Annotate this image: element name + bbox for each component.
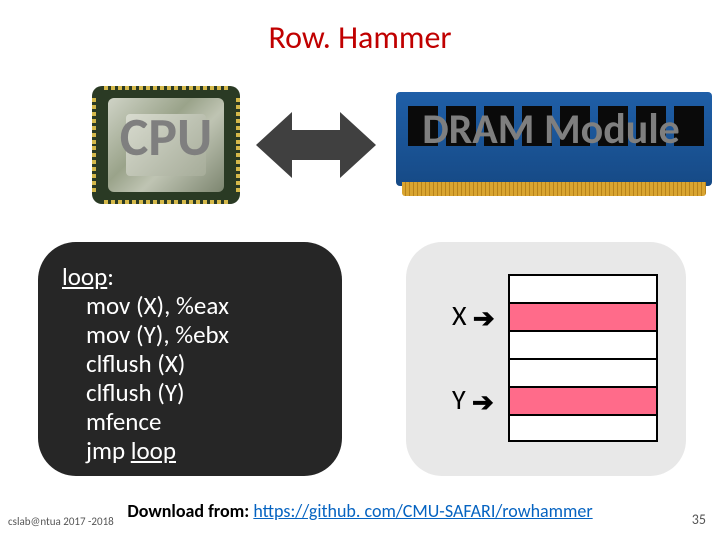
cpu-chip [92,86,240,204]
memory-label: Y ➔ [452,382,494,418]
code-line: mfence [62,407,318,436]
memory-row [508,330,658,358]
top-row: CPU DRAM Module [0,86,720,206]
memory-row [508,274,658,302]
footer-prefix: Download from: [127,500,253,522]
footer-link[interactable]: https://github. com/CMU-SAFARI/rowhammer [253,500,592,522]
memory-row [508,302,658,330]
dram-label: DRAM Module [396,104,706,155]
memory-rows [508,274,658,442]
memory-label: X ➔ [452,298,495,334]
code-line: loop: [62,262,318,291]
code-line: mov (X), %eax [62,291,318,320]
code-line: clflush (X) [62,349,318,378]
memory-panel: X ➔ Y ➔ [406,242,686,476]
slide-footnote-left: cslab@ntua 2017 -2018 [8,515,114,528]
dram-graphic: DRAM Module [396,92,712,202]
code-line: mov (Y), %ebx [62,320,318,349]
memory-row [508,358,658,386]
bidirectional-arrow [256,106,376,184]
slide-number: 35 [692,511,706,528]
memory-row [508,386,658,414]
code-line: jmp loop [62,436,318,465]
memory-row [508,414,658,442]
slide-title: Row. Hammer [0,0,720,57]
code-line: clflush (Y) [62,378,318,407]
code-panel: loop:mov (X), %eaxmov (Y), %ebxclflush (… [38,242,342,476]
cpu-graphic: CPU [92,86,240,204]
